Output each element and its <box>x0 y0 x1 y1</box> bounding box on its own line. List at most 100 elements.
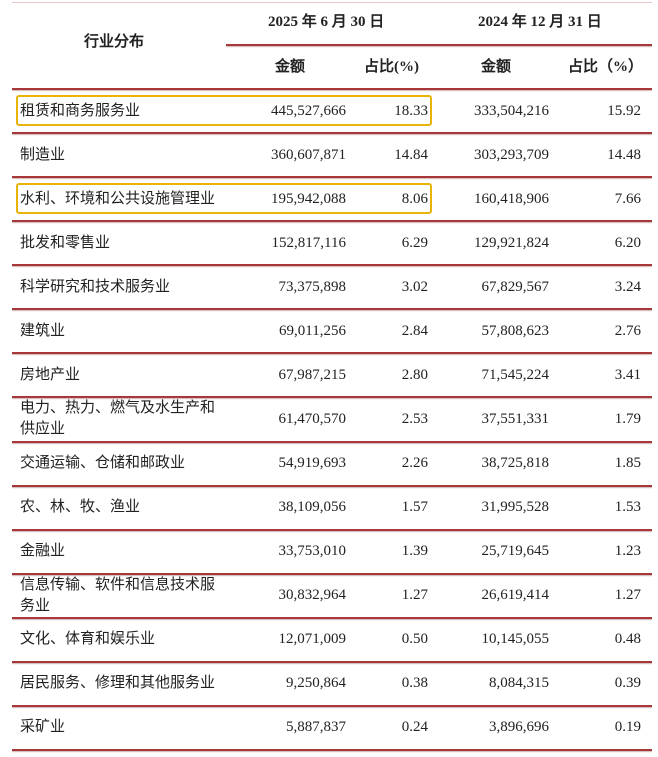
industry-cell-text: 建筑业 <box>20 322 66 339</box>
share-2025-cell: 18.33 <box>394 89 428 133</box>
share-2024-cell-text: 0.48 <box>614 631 641 648</box>
share-2024-cell: 14.48 <box>607 133 641 177</box>
share-2025-cell-text: 1.39 <box>401 543 428 560</box>
share-2025-cell-text: 6.29 <box>401 234 428 251</box>
share-2025-cell-text: 14.84 <box>394 146 428 163</box>
amount-2024-cell-text: 8,084,315 <box>489 675 549 692</box>
table-row: 批发和零售业 152,817,116 6.29 129,921,824 6.20 <box>12 221 652 265</box>
share-2025-cell: 1.27 <box>402 574 428 618</box>
industry-cell-text: 科学研究和技术服务业 <box>20 278 171 295</box>
row-divider <box>12 176 652 178</box>
share-2024-cell-text: 0.39 <box>614 675 641 692</box>
row-divider <box>12 529 652 531</box>
industry-cell: 交通运输、仓储和邮政业 <box>20 442 225 486</box>
amount-2024-cell-text: 38,725,818 <box>481 455 550 472</box>
amount-2024-cell: 25,719,645 <box>482 530 550 574</box>
amount-2024-cell-text: 129,921,824 <box>474 234 549 251</box>
amount-2024-cell: 303,293,709 <box>474 133 549 177</box>
table-row: 农、林、牧、渔业 38,109,056 1.57 31,995,528 1.53 <box>12 486 652 530</box>
amount-2024-cell-text: 31,995,528 <box>481 499 550 516</box>
share-2024-cell-text: 14.48 <box>607 146 641 163</box>
table-row: 科学研究和技术服务业 73,375,898 3.02 67,829,567 3.24 <box>12 265 652 309</box>
table-row: 制造业 360,607,871 14.84 303,293,709 14.48 <box>12 133 652 177</box>
industry-cell-text: 采矿业 <box>20 719 66 736</box>
amount-2025-cell-text: 33,753,010 <box>278 543 347 560</box>
highlight-box <box>16 183 432 215</box>
row-divider <box>12 661 652 663</box>
row-divider <box>12 573 652 575</box>
header-divider <box>226 44 652 46</box>
amount-2024-cell-text: 160,418,906 <box>474 190 549 207</box>
amount-2024-cell-text: 57,808,623 <box>481 322 550 339</box>
table-row: 金融业 33,753,010 1.39 25,719,645 1.23 <box>12 530 652 574</box>
amount-2024-cell-text: 10,145,055 <box>481 631 550 648</box>
industry-cell: 电力、热力、燃气及水生产和供应业 <box>20 397 225 441</box>
share-2025-cell: 14.84 <box>394 133 428 177</box>
share-2024-cell-text: 15.92 <box>607 102 641 119</box>
amount-2025-cell: 360,607,871 <box>271 133 346 177</box>
share-2025-cell: 2.80 <box>402 353 428 397</box>
share-2025-cell-text: 0.38 <box>401 675 428 692</box>
amount-2025-cell-text: 195,942,088 <box>271 190 346 207</box>
amount-2024-cell: 26,619,414 <box>482 574 550 618</box>
share-2025-cell: 2.26 <box>402 442 428 486</box>
amount-header-2024: 金额 <box>481 59 512 75</box>
amount-2025-cell-text: 30,832,964 <box>278 587 347 604</box>
amount-2024-cell: 67,829,567 <box>482 265 550 309</box>
industry-cell: 采矿业 <box>20 706 225 750</box>
amount-2025-cell: 12,071,009 <box>279 618 347 662</box>
amount-2024-cell: 10,145,055 <box>482 618 550 662</box>
industry-cell-text: 文化、体育和娱乐业 <box>20 631 156 648</box>
amount-2025-cell-text: 360,607,871 <box>271 146 346 163</box>
amount-2025-cell: 9,250,864 <box>286 662 346 706</box>
industry-cell: 租赁和商务服务业 <box>20 89 225 133</box>
amount-2024-cell: 71,545,224 <box>482 353 550 397</box>
share-2025-cell-text: 3.02 <box>401 278 428 295</box>
share-2024-cell: 3.24 <box>615 265 641 309</box>
row-divider <box>12 485 652 487</box>
amount-2025-cell: 54,919,693 <box>279 442 347 486</box>
row-divider <box>12 88 652 90</box>
row-divider <box>12 308 652 310</box>
amount-2025-cell: 195,942,088 <box>271 177 346 221</box>
industry-cell: 居民服务、修理和其他服务业 <box>20 662 225 706</box>
amount-2024-cell: 333,504,216 <box>474 89 549 133</box>
table-row: 文化、体育和娱乐业 12,071,009 0.50 10,145,055 0.48 <box>12 618 652 662</box>
industry-cell-text: 电力、热力、燃气及水生产和供应业 <box>20 400 216 438</box>
amount-2025-cell-text: 12,071,009 <box>278 631 347 648</box>
share-2024-cell: 0.19 <box>615 706 641 750</box>
row-divider <box>12 749 652 751</box>
industry-cell-text: 批发和零售业 <box>20 234 111 251</box>
share-2024-cell: 3.41 <box>615 353 641 397</box>
industry-cell-text: 水利、环境和公共设施管理业 <box>20 190 216 207</box>
row-divider <box>12 132 652 134</box>
industry-cell-text: 居民服务、修理和其他服务业 <box>20 675 216 692</box>
share-2024-cell-text: 3.41 <box>614 366 641 383</box>
share-2024-cell: 2.76 <box>615 309 641 353</box>
amount-2024-cell-text: 303,293,709 <box>474 146 549 163</box>
amount-2025-cell-text: 54,919,693 <box>278 455 347 472</box>
share-2025-cell: 1.39 <box>402 530 428 574</box>
amount-2024-cell-text: 26,619,414 <box>481 587 550 604</box>
amount-2025-cell: 73,375,898 <box>279 265 347 309</box>
share-2024-cell-text: 1.23 <box>614 543 641 560</box>
amount-2025-cell-text: 61,470,570 <box>278 410 347 427</box>
amount-2024-cell-text: 25,719,645 <box>481 543 550 560</box>
table-row: 交通运输、仓储和邮政业 54,919,693 2.26 38,725,818 1.85 <box>12 442 652 486</box>
amount-2024-cell-text: 333,504,216 <box>474 102 549 119</box>
table-row: 房地产业 67,987,215 2.80 71,545,224 3.41 <box>12 353 652 397</box>
share-2024-cell: 1.85 <box>615 442 641 486</box>
share-2024-cell-text: 2.76 <box>614 322 641 339</box>
share-2024-cell: 0.48 <box>615 618 641 662</box>
row-divider <box>12 264 652 266</box>
table-row: 建筑业 69,011,256 2.84 57,808,623 2.76 <box>12 309 652 353</box>
table-row: 水利、环境和公共设施管理业 195,942,088 8.06 160,418,906 7… <box>12 177 652 221</box>
share-2024-cell-text: 1.79 <box>614 410 641 427</box>
amount-2025-cell-text: 445,527,666 <box>271 102 346 119</box>
amount-2024-cell-text: 3,896,696 <box>489 719 549 736</box>
share-2025-cell-text: 2.80 <box>401 366 428 383</box>
amount-2025-cell: 38,109,056 <box>279 486 347 530</box>
share-2025-cell-text: 2.84 <box>401 322 428 339</box>
share-2025-cell-text: 2.53 <box>401 410 428 427</box>
share-2024-cell-text: 7.66 <box>614 190 641 207</box>
